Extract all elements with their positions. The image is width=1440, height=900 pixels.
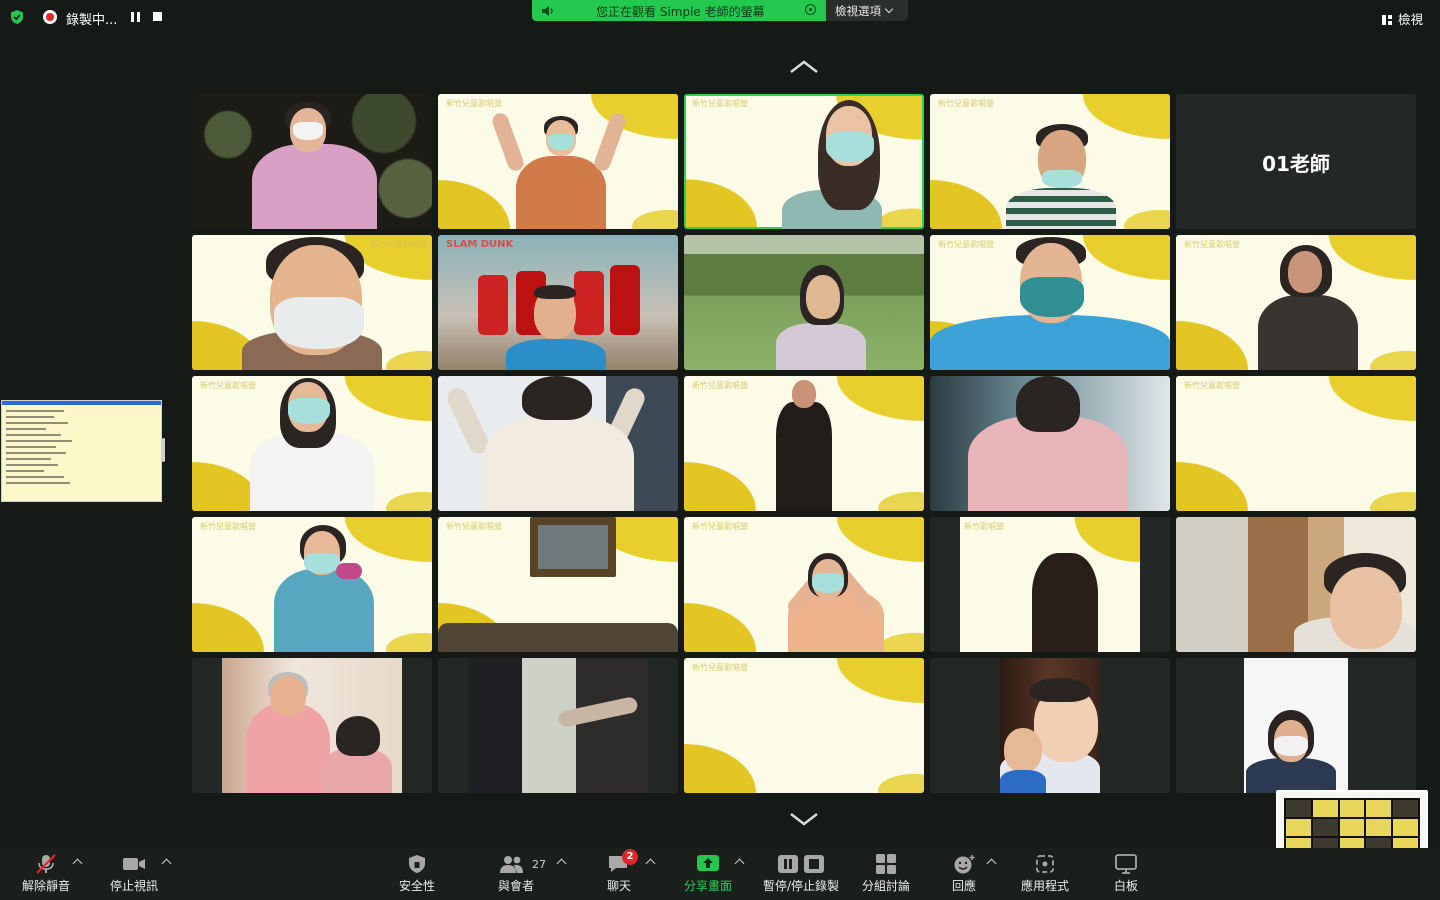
share-screen-button[interactable]: 分享畫面	[677, 848, 739, 900]
virtual-background-title: 新竹兒童歌唱營	[446, 99, 502, 108]
video-tile[interactable]: 新竹兒童歌唱營	[930, 235, 1170, 370]
video-tile[interactable]: 新竹兒童歌唱營	[192, 235, 432, 370]
video-tile[interactable]	[438, 658, 678, 793]
video-tile[interactable]: 新竹兒童歌唱營	[438, 94, 678, 229]
virtual-background-title: 新竹兒童歌唱營	[200, 522, 256, 531]
virtual-background-title: 新竹歌唱營	[964, 522, 1004, 531]
pause-stop-recording-button[interactable]: 暫停/停止錄製	[756, 848, 846, 900]
video-tile[interactable]	[438, 376, 678, 511]
video-tile[interactable]: 新竹兒童歌唱營	[684, 658, 924, 793]
virtual-background-title: 新竹兒童歌唱營	[200, 381, 256, 390]
video-tile[interactable]: 新竹兒童歌唱營	[1176, 235, 1416, 370]
security-label: 安全性	[398, 879, 435, 893]
breakout-rooms-icon	[876, 854, 896, 874]
video-tile[interactable]	[192, 658, 432, 793]
video-tile[interactable]: 新竹兒童歌唱營	[192, 517, 432, 652]
virtual-background-title: 新竹兒童歌唱營	[938, 240, 994, 249]
unmute-button[interactable]: 解除靜音	[16, 848, 76, 900]
stop-video-label: 停止視訊	[109, 879, 158, 893]
chevron-down-icon	[884, 4, 894, 14]
video-tile[interactable]: 新竹兒童歌唱營	[684, 376, 924, 511]
video-tile[interactable]	[192, 94, 432, 229]
chevron-up-icon[interactable]	[789, 60, 819, 74]
video-tile[interactable]	[930, 376, 1170, 511]
participant-name: 01老師	[1262, 152, 1330, 176]
apps-button[interactable]: 應用程式	[1014, 848, 1076, 900]
reactions-icon	[954, 855, 975, 874]
participants-button[interactable]: 27 與會者	[486, 848, 546, 900]
breakout-rooms-label: 分組討論	[861, 879, 910, 893]
video-camera-icon	[123, 858, 145, 870]
virtual-background-title: 新竹兒童歌唱營	[692, 381, 748, 390]
video-tile[interactable]: 新竹歌唱營	[930, 517, 1170, 652]
share-screen-icon	[697, 855, 719, 871]
chat-label: 聊天	[606, 879, 631, 893]
video-tile[interactable]: SLAM DUNK	[438, 235, 678, 370]
participants-label: 與會者	[497, 879, 534, 893]
speaker-icon[interactable]	[541, 5, 555, 17]
grid-view-icon	[1382, 15, 1392, 25]
poster-title: SLAM DUNK	[446, 239, 514, 250]
security-shield-icon	[409, 855, 425, 873]
reactions-button[interactable]: 回應	[934, 848, 994, 900]
panel-resize-handle[interactable]	[162, 438, 165, 462]
unmute-label: 解除靜音	[21, 879, 70, 893]
view-button[interactable]: 檢視	[1382, 9, 1423, 28]
recording-label: 錄製中...	[66, 13, 118, 28]
stop-video-button[interactable]: 停止視訊	[104, 848, 164, 900]
virtual-background-title: 新竹兒童歌唱營	[692, 522, 748, 531]
shield-icon[interactable]	[9, 9, 25, 25]
record-pause-stop-icon	[778, 855, 824, 873]
virtual-background-title: 新竹兒童歌唱營	[938, 99, 994, 108]
video-tile[interactable]	[1176, 658, 1416, 793]
video-tile[interactable]: 新竹兒童歌唱營	[438, 517, 678, 652]
share-screen-label: 分享畫面	[683, 879, 732, 893]
whiteboard-icon	[1115, 854, 1137, 874]
virtual-background-title: 新竹兒童歌唱營	[446, 522, 502, 531]
view-label: 檢視	[1398, 12, 1424, 27]
video-tile[interactable]: 新竹兒童歌唱營	[192, 376, 432, 511]
participant-name-tile[interactable]: 01老師	[1176, 94, 1416, 229]
stop-icon[interactable]	[153, 12, 162, 21]
virtual-background-title: 新竹兒童歌唱營	[692, 99, 748, 108]
view-options-label: 檢視選項	[835, 4, 881, 18]
chat-unread-badge: 2	[622, 849, 638, 865]
shared-screen-thumbnail[interactable]	[1, 400, 162, 502]
meeting-toolbar: 解除靜音 停止視訊 安全性 27 與會者 2 聊天	[0, 848, 1440, 900]
virtual-background-title: 新竹兒童歌唱營	[1184, 381, 1240, 390]
video-tile[interactable]: 新竹兒童歌唱營	[684, 517, 924, 652]
virtual-background-title: 新竹兒童歌唱營	[1184, 240, 1240, 249]
top-bar: 錄製中... 您正在觀看 Simple 老師的螢幕 檢視選項 檢視	[0, 0, 1440, 34]
video-tile[interactable]: 新竹兒童歌唱營	[930, 94, 1170, 229]
video-tile[interactable]: 新竹兒童歌唱營	[1176, 376, 1416, 511]
participants-count: 27	[532, 858, 546, 871]
whiteboard-label: 白板	[1113, 879, 1138, 893]
video-tile[interactable]	[684, 235, 924, 370]
pause-icon[interactable]	[131, 12, 140, 22]
stop-viewing-icon[interactable]	[805, 4, 816, 15]
share-banner: 您正在觀看 Simple 老師的螢幕	[532, 0, 826, 21]
security-button[interactable]: 安全性	[387, 848, 447, 900]
virtual-background-title: 新竹兒童歌唱營	[370, 240, 426, 249]
record-control-label: 暫停/停止錄製	[762, 879, 840, 893]
record-icon	[43, 10, 57, 24]
chat-button[interactable]: 2 聊天	[589, 848, 649, 900]
participants-icon	[500, 856, 523, 873]
virtual-background-title: 新竹兒童歌唱營	[692, 663, 748, 672]
microphone-muted-icon	[36, 854, 56, 874]
apps-icon	[1036, 855, 1054, 873]
chevron-down-icon[interactable]	[789, 812, 819, 826]
reactions-label: 回應	[951, 879, 976, 893]
whiteboard-button[interactable]: 白板	[1096, 848, 1156, 900]
breakout-rooms-button[interactable]: 分組討論	[856, 848, 916, 900]
apps-label: 應用程式	[1020, 879, 1069, 893]
share-banner-text: 您正在觀看 Simple 老師的螢幕	[596, 5, 765, 19]
video-tile[interactable]	[930, 658, 1170, 793]
participants-options-chevron-icon[interactable]	[556, 858, 567, 869]
video-tile[interactable]	[1176, 517, 1416, 652]
view-options-button[interactable]: 檢視選項	[826, 0, 908, 21]
active-speaker-tile[interactable]: 新竹兒童歌唱營	[684, 94, 924, 229]
